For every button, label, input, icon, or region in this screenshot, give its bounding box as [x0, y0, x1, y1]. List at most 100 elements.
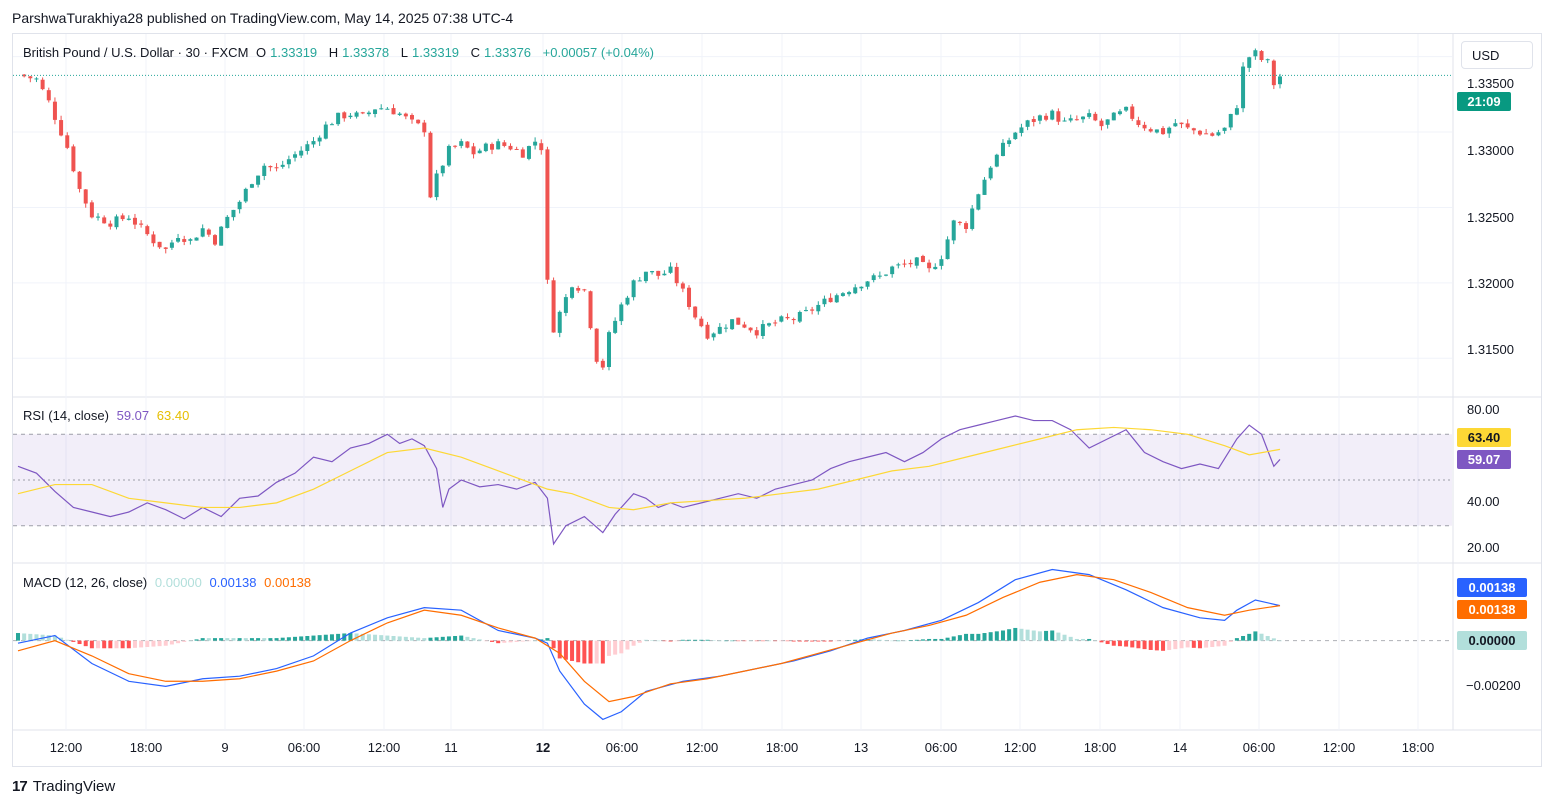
- macd-histogram-bar: [1019, 628, 1024, 641]
- macd-signal-value: 0.00138: [264, 575, 312, 590]
- footer-brand[interactable]: 17 TradingView: [12, 778, 115, 795]
- price-tick: 1.33500: [1467, 76, 1514, 91]
- candle-body: [46, 90, 51, 101]
- macd-histogram-bar: [453, 635, 458, 641]
- candle-body: [637, 280, 642, 282]
- macd-histogram-bar: [1081, 638, 1086, 641]
- candle-body: [551, 280, 556, 333]
- macd-histogram-bar: [1037, 631, 1042, 641]
- macd-title[interactable]: MACD (12, 26, close): [23, 575, 148, 590]
- candle-body: [1191, 128, 1196, 131]
- candle-body: [262, 165, 267, 176]
- candle-body: [514, 148, 519, 150]
- candle-body: [1210, 133, 1215, 136]
- candle-body: [256, 175, 261, 185]
- macd-histogram-bar: [391, 635, 396, 641]
- macd-histogram-bar: [927, 638, 932, 641]
- rsi-band-fill: [13, 434, 1452, 526]
- macd-histogram-bar: [1013, 627, 1018, 641]
- macd-histogram-bar: [1173, 640, 1178, 650]
- rsi-tag: 59.07: [1457, 450, 1511, 469]
- macd-histogram-bar: [711, 640, 716, 641]
- macd-histogram-bar: [1247, 633, 1252, 641]
- candle-body: [736, 317, 741, 325]
- candle-body: [182, 239, 187, 242]
- time-tick: 11: [444, 740, 458, 755]
- macd-histogram-bar: [274, 638, 279, 641]
- candle-body: [1228, 113, 1233, 128]
- candle-body: [305, 144, 310, 152]
- candle-body: [1265, 59, 1270, 61]
- candle-body: [391, 108, 396, 115]
- candle-body: [970, 208, 975, 229]
- macd-histogram-bar: [311, 635, 316, 641]
- candle-body: [1044, 115, 1049, 120]
- candle-body: [96, 216, 101, 218]
- current-price-tag: 21:09: [1457, 92, 1511, 111]
- macd-histogram-bar: [329, 634, 334, 641]
- macd-histogram-bar: [502, 640, 507, 643]
- candle-body: [299, 150, 304, 156]
- macd-histogram-bar: [397, 636, 402, 641]
- macd-histogram-bar: [822, 640, 827, 642]
- candle-body: [828, 297, 833, 303]
- macd-histogram-bar: [785, 640, 790, 642]
- candle-body: [34, 78, 39, 80]
- candle-body: [847, 292, 852, 295]
- macd-histogram-bar: [440, 636, 445, 641]
- candle-body: [59, 120, 64, 136]
- macd-histogram-bar: [409, 637, 414, 641]
- macd-histogram-bar: [668, 640, 673, 642]
- currency-button[interactable]: USD: [1461, 41, 1533, 69]
- macd-histogram-bar: [964, 633, 969, 641]
- candle-body: [243, 188, 248, 202]
- macd-histogram-bar: [736, 640, 741, 642]
- macd-tag: 0.00138: [1457, 578, 1527, 597]
- candle-body: [323, 124, 328, 139]
- macd-histogram-bar: [705, 639, 710, 641]
- candle-body: [699, 318, 704, 327]
- time-tick: 12:00: [1322, 740, 1356, 755]
- candle-body: [1148, 129, 1153, 132]
- macd-histogram-bar: [89, 640, 94, 649]
- time-tick: 18:00: [129, 740, 163, 755]
- candle-body: [539, 143, 544, 151]
- candle-body: [945, 239, 950, 260]
- macd-histogram-bar: [1271, 638, 1276, 641]
- macd-histogram-bar: [508, 640, 513, 643]
- candle-body: [1007, 140, 1012, 145]
- candle-body: [650, 271, 655, 273]
- candle-body: [83, 189, 88, 204]
- macd-histogram-bar: [914, 639, 919, 641]
- rsi-tick: 40.00: [1467, 494, 1500, 509]
- macd-histogram-bar: [816, 640, 821, 642]
- macd-histogram-bar: [514, 640, 519, 642]
- macd-histogram-bar: [828, 640, 833, 642]
- macd-histogram-bar: [336, 633, 341, 641]
- candle-body: [28, 76, 33, 79]
- symbol-title[interactable]: British Pound / U.S. Dollar · 30 · FXCM: [23, 45, 249, 60]
- candle-body: [705, 324, 710, 339]
- candle-body: [311, 141, 316, 145]
- macd-histogram-bar: [637, 640, 642, 643]
- candle-body: [717, 326, 722, 334]
- candle-body: [1093, 113, 1098, 121]
- candle-body: [1019, 127, 1024, 133]
- macd-histogram-bar: [742, 640, 747, 642]
- macd-histogram-bar: [1179, 640, 1184, 649]
- candle-body: [803, 310, 808, 312]
- time-tick: 06:00: [605, 740, 639, 755]
- candle-body: [465, 141, 470, 148]
- candle-body: [1000, 142, 1005, 157]
- candle-body: [446, 145, 451, 166]
- macd-histogram-bar: [34, 634, 39, 641]
- macd-histogram-bar: [305, 635, 310, 641]
- candle-body: [293, 154, 298, 158]
- macd-histogram-bar: [52, 635, 57, 641]
- time-tick: 06:00: [924, 740, 958, 755]
- macd-histogram-bar: [243, 638, 248, 641]
- macd-histogram-bar: [249, 638, 254, 641]
- macd-histogram-bar: [797, 640, 802, 642]
- rsi-title[interactable]: RSI (14, close): [23, 408, 109, 423]
